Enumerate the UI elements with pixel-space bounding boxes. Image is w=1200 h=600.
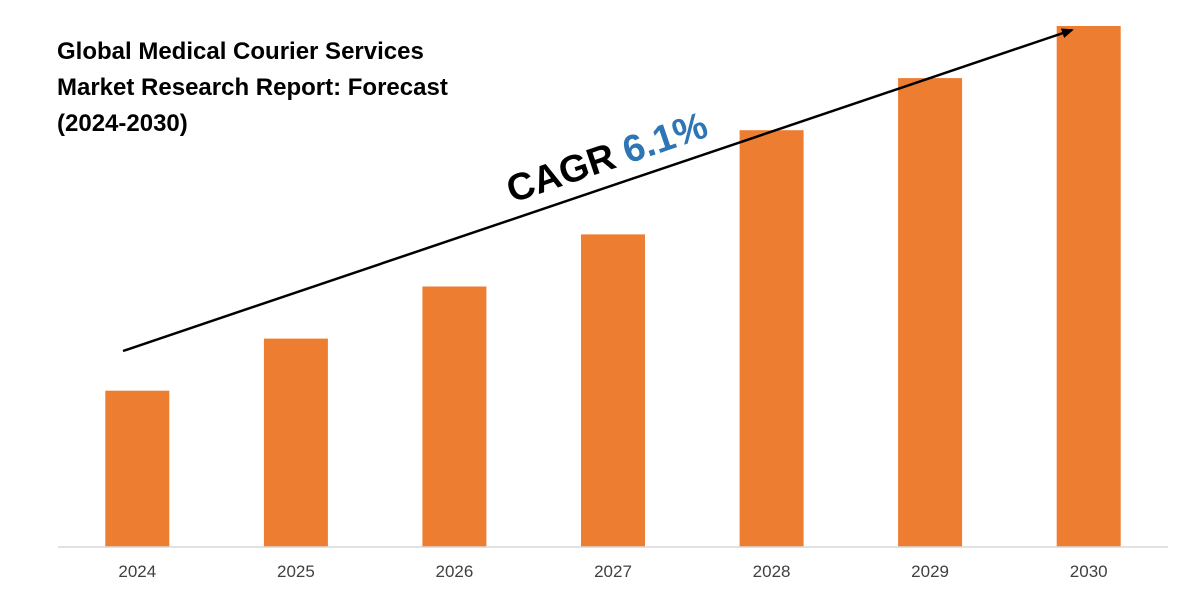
trend-arrow xyxy=(122,28,1074,353)
cagr-prefix: CAGR xyxy=(501,132,630,211)
x-tick-label-2028: 2028 xyxy=(753,562,791,581)
chart-title-line-3: (2024-2030) xyxy=(57,110,188,137)
cagr-annotation: CAGR 6.1% xyxy=(501,105,713,212)
chart-title-line-2: Market Research Report: Forecast xyxy=(57,74,448,101)
x-tick-label-2025: 2025 xyxy=(277,562,315,581)
bar-2024 xyxy=(105,390,170,547)
bar-2029 xyxy=(898,78,963,547)
bar-2030 xyxy=(1056,26,1121,547)
bar-2026 xyxy=(422,286,487,547)
bars xyxy=(105,26,1121,547)
x-tick-label-2027: 2027 xyxy=(594,562,632,581)
x-axis-ticks: 2024 2025 2026 2027 2028 2029 2030 xyxy=(118,562,1107,581)
x-tick-label-2029: 2029 xyxy=(911,562,949,581)
x-tick-label-2024: 2024 xyxy=(118,562,156,581)
chart-title-line-1: Global Medical Courier Services xyxy=(57,38,424,65)
x-tick-label-2030: 2030 xyxy=(1070,562,1108,581)
bar-2027 xyxy=(581,234,645,547)
chart-title: Global Medical Courier Services Market R… xyxy=(57,38,452,137)
x-tick-label-2026: 2026 xyxy=(435,562,473,581)
bar-2028 xyxy=(739,130,804,547)
bar-2025 xyxy=(263,338,328,547)
cagr-value: 6.1% xyxy=(617,105,713,173)
